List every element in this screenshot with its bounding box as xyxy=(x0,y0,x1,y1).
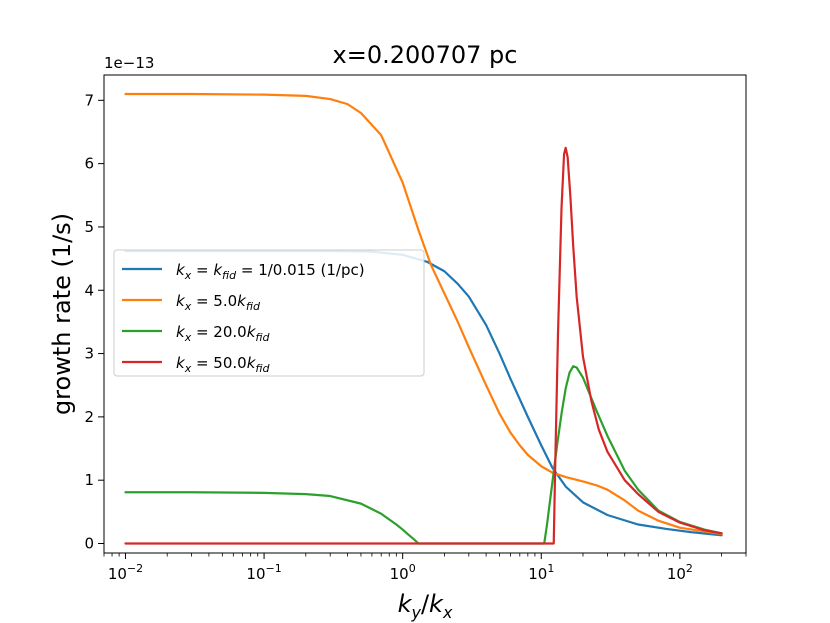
y-tick-label: 4 xyxy=(84,281,94,299)
x-tick-label: 10−1 xyxy=(246,562,281,583)
y-tick-label: 0 xyxy=(84,535,94,553)
x-tick-label: 101 xyxy=(528,562,554,583)
legend-label-kfid: kx = kfid = 1/0.015 (1/pc) xyxy=(176,261,365,282)
y-tick-label: 6 xyxy=(84,155,94,173)
y-tick-label: 5 xyxy=(84,218,94,236)
axes-frame xyxy=(103,74,747,554)
series-line-2 xyxy=(124,92,723,536)
series-line-4 xyxy=(124,146,723,545)
y-tick-label: 3 xyxy=(84,345,94,363)
legend-label-5kfid: kx = 5.0kfid xyxy=(176,292,261,313)
x-tick-label: 10−2 xyxy=(108,562,143,583)
y-tick-label: 7 xyxy=(84,91,94,109)
y-axis-label: growth rate (1/s) xyxy=(48,213,76,415)
series-line-3 xyxy=(124,365,723,545)
legend-label-20kfid: kx = 20.0kfid xyxy=(176,323,271,344)
y-tick-label: 2 xyxy=(84,408,94,426)
legend: kx = kfid = 1/0.015 (1/pc) kx = 5.0kfid … xyxy=(113,249,425,377)
y-offset-text: 1e−13 xyxy=(104,54,154,72)
chart-title: x=0.200707 pc xyxy=(333,41,518,69)
legend-label-50kfid: kx = 50.0kfid xyxy=(176,354,271,375)
y-tick-label: 1 xyxy=(84,471,94,489)
x-tick-label: 100 xyxy=(390,562,416,583)
x-axis-label: ky/kx xyxy=(398,590,453,622)
x-tick-label: 102 xyxy=(667,562,693,583)
legend-box xyxy=(113,249,425,377)
